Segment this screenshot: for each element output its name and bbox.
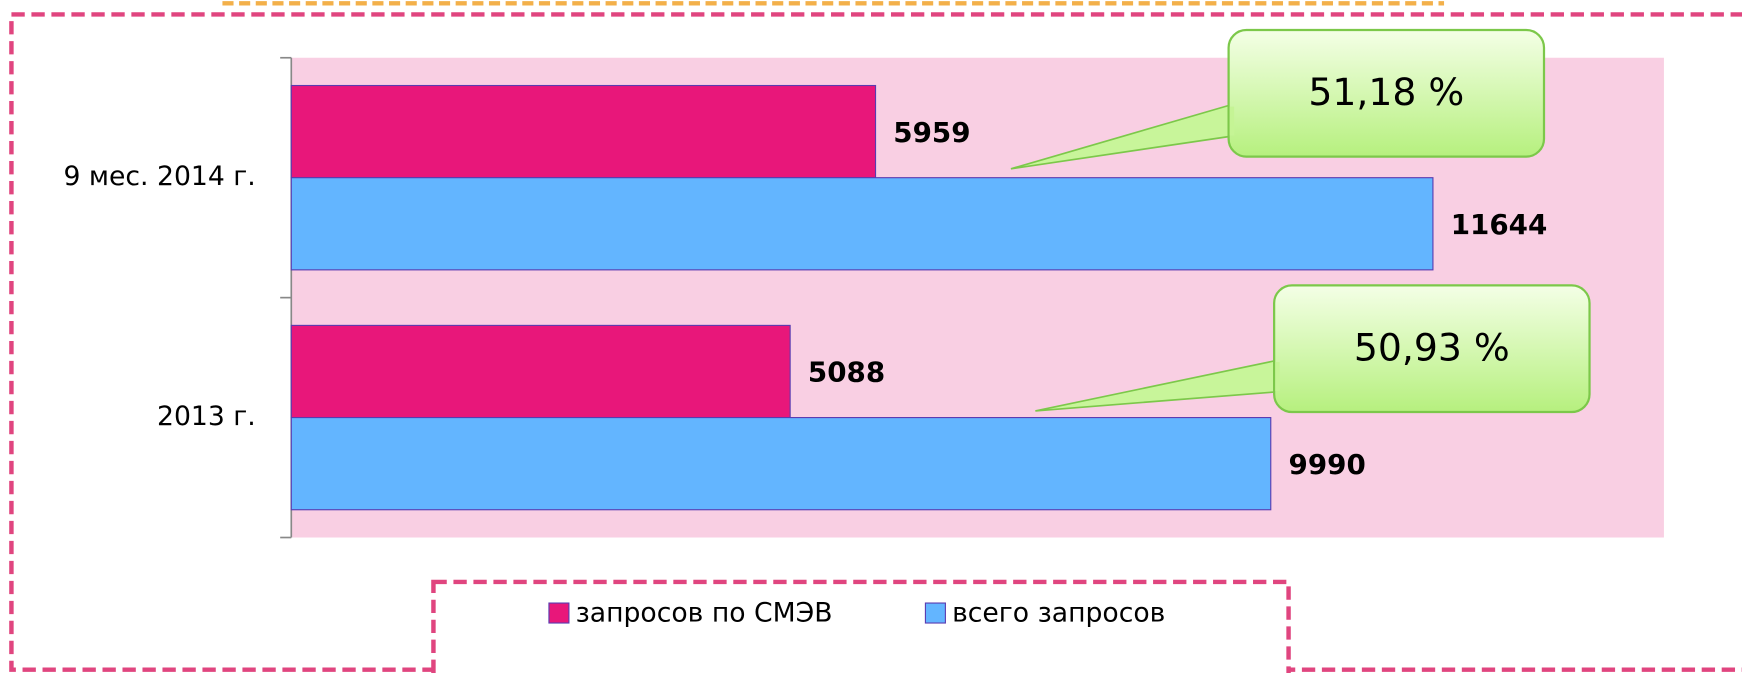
legend-swatch: [925, 603, 945, 623]
chart: 9 мес. 2014 г. 5959 11644 2013 г. 5088 9990 51…: [0, 0, 1742, 673]
value-label: 5959: [893, 116, 970, 149]
bar: [291, 418, 1270, 510]
bar: [291, 325, 790, 417]
value-label: 5088: [808, 356, 885, 389]
legend-label: запросов по СМЭВ: [576, 598, 833, 629]
legend-label: всего запросов: [952, 598, 1165, 629]
y-tick-label: 9 мес. 2014 г.: [64, 161, 256, 192]
bar: [291, 178, 1433, 270]
legend-swatch: [549, 603, 569, 623]
value-label: 11644: [1451, 208, 1548, 241]
callout-join: [1275, 362, 1279, 391]
callout-text: 50,93 %: [1354, 325, 1510, 369]
value-label: 9990: [1289, 448, 1366, 481]
callout-join: [1230, 107, 1234, 136]
bar: [291, 86, 875, 178]
callout-text: 51,18 %: [1308, 70, 1464, 114]
y-tick-label: 2013 г.: [157, 401, 256, 432]
